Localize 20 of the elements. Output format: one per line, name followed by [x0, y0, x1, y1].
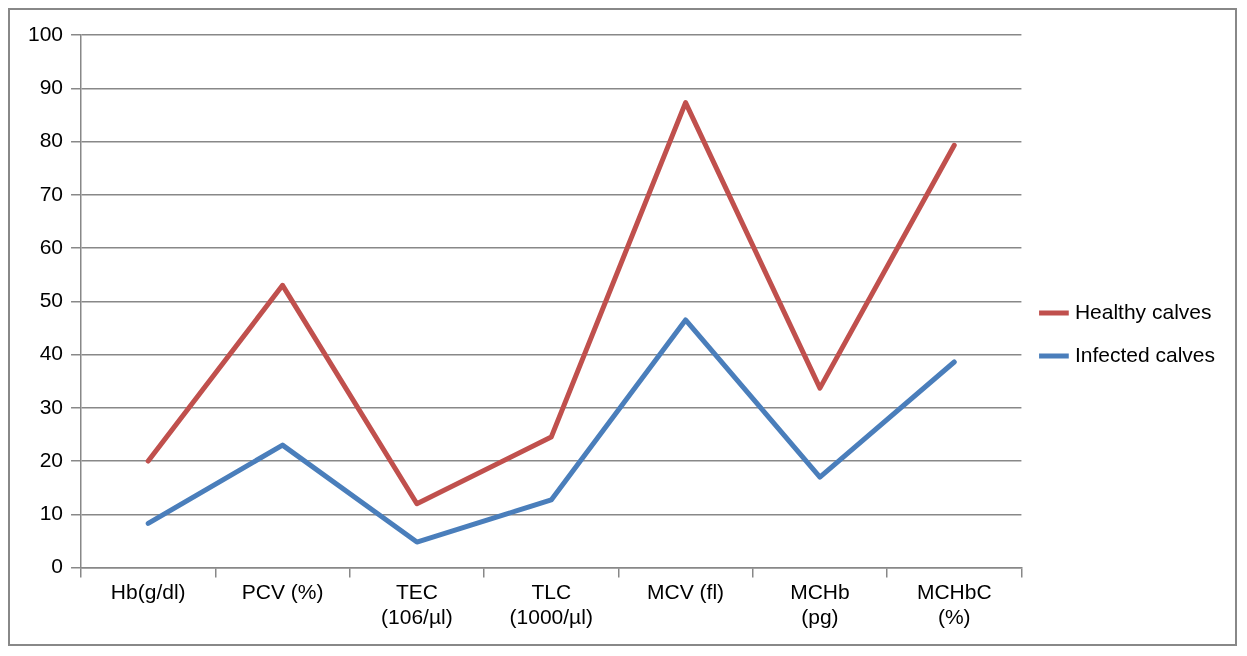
y-tick-label: 70 — [39, 181, 64, 205]
legend-label: Infected calves — [1074, 342, 1216, 366]
x-tick-label: MCV (fl) — [647, 580, 725, 603]
x-tick-label: Hb(g/dl) — [110, 580, 186, 603]
y-tick-label: 60 — [39, 234, 64, 258]
y-tick-label: 10 — [39, 501, 64, 525]
y-tick-label: 100 — [27, 21, 64, 45]
y-tick-label: 30 — [39, 394, 64, 418]
x-tick-label: TLC (1000/µl) — [509, 580, 593, 629]
x-tick-label: TEC (106/µl) — [381, 580, 453, 629]
y-tick-label: 80 — [39, 128, 64, 152]
x-tick-label: MCHb (pg) — [790, 580, 850, 629]
y-tick-label: 40 — [39, 341, 64, 365]
y-tick-label: 90 — [39, 75, 64, 99]
y-tick-label: 50 — [39, 288, 64, 312]
y-tick-label: 0 — [51, 554, 64, 578]
y-tick-label: 20 — [39, 447, 64, 471]
x-tick-label: MCHbC (%) — [916, 580, 992, 629]
legend-label: Healthy calves — [1074, 299, 1212, 323]
x-tick-label: PCV (%) — [241, 580, 324, 603]
